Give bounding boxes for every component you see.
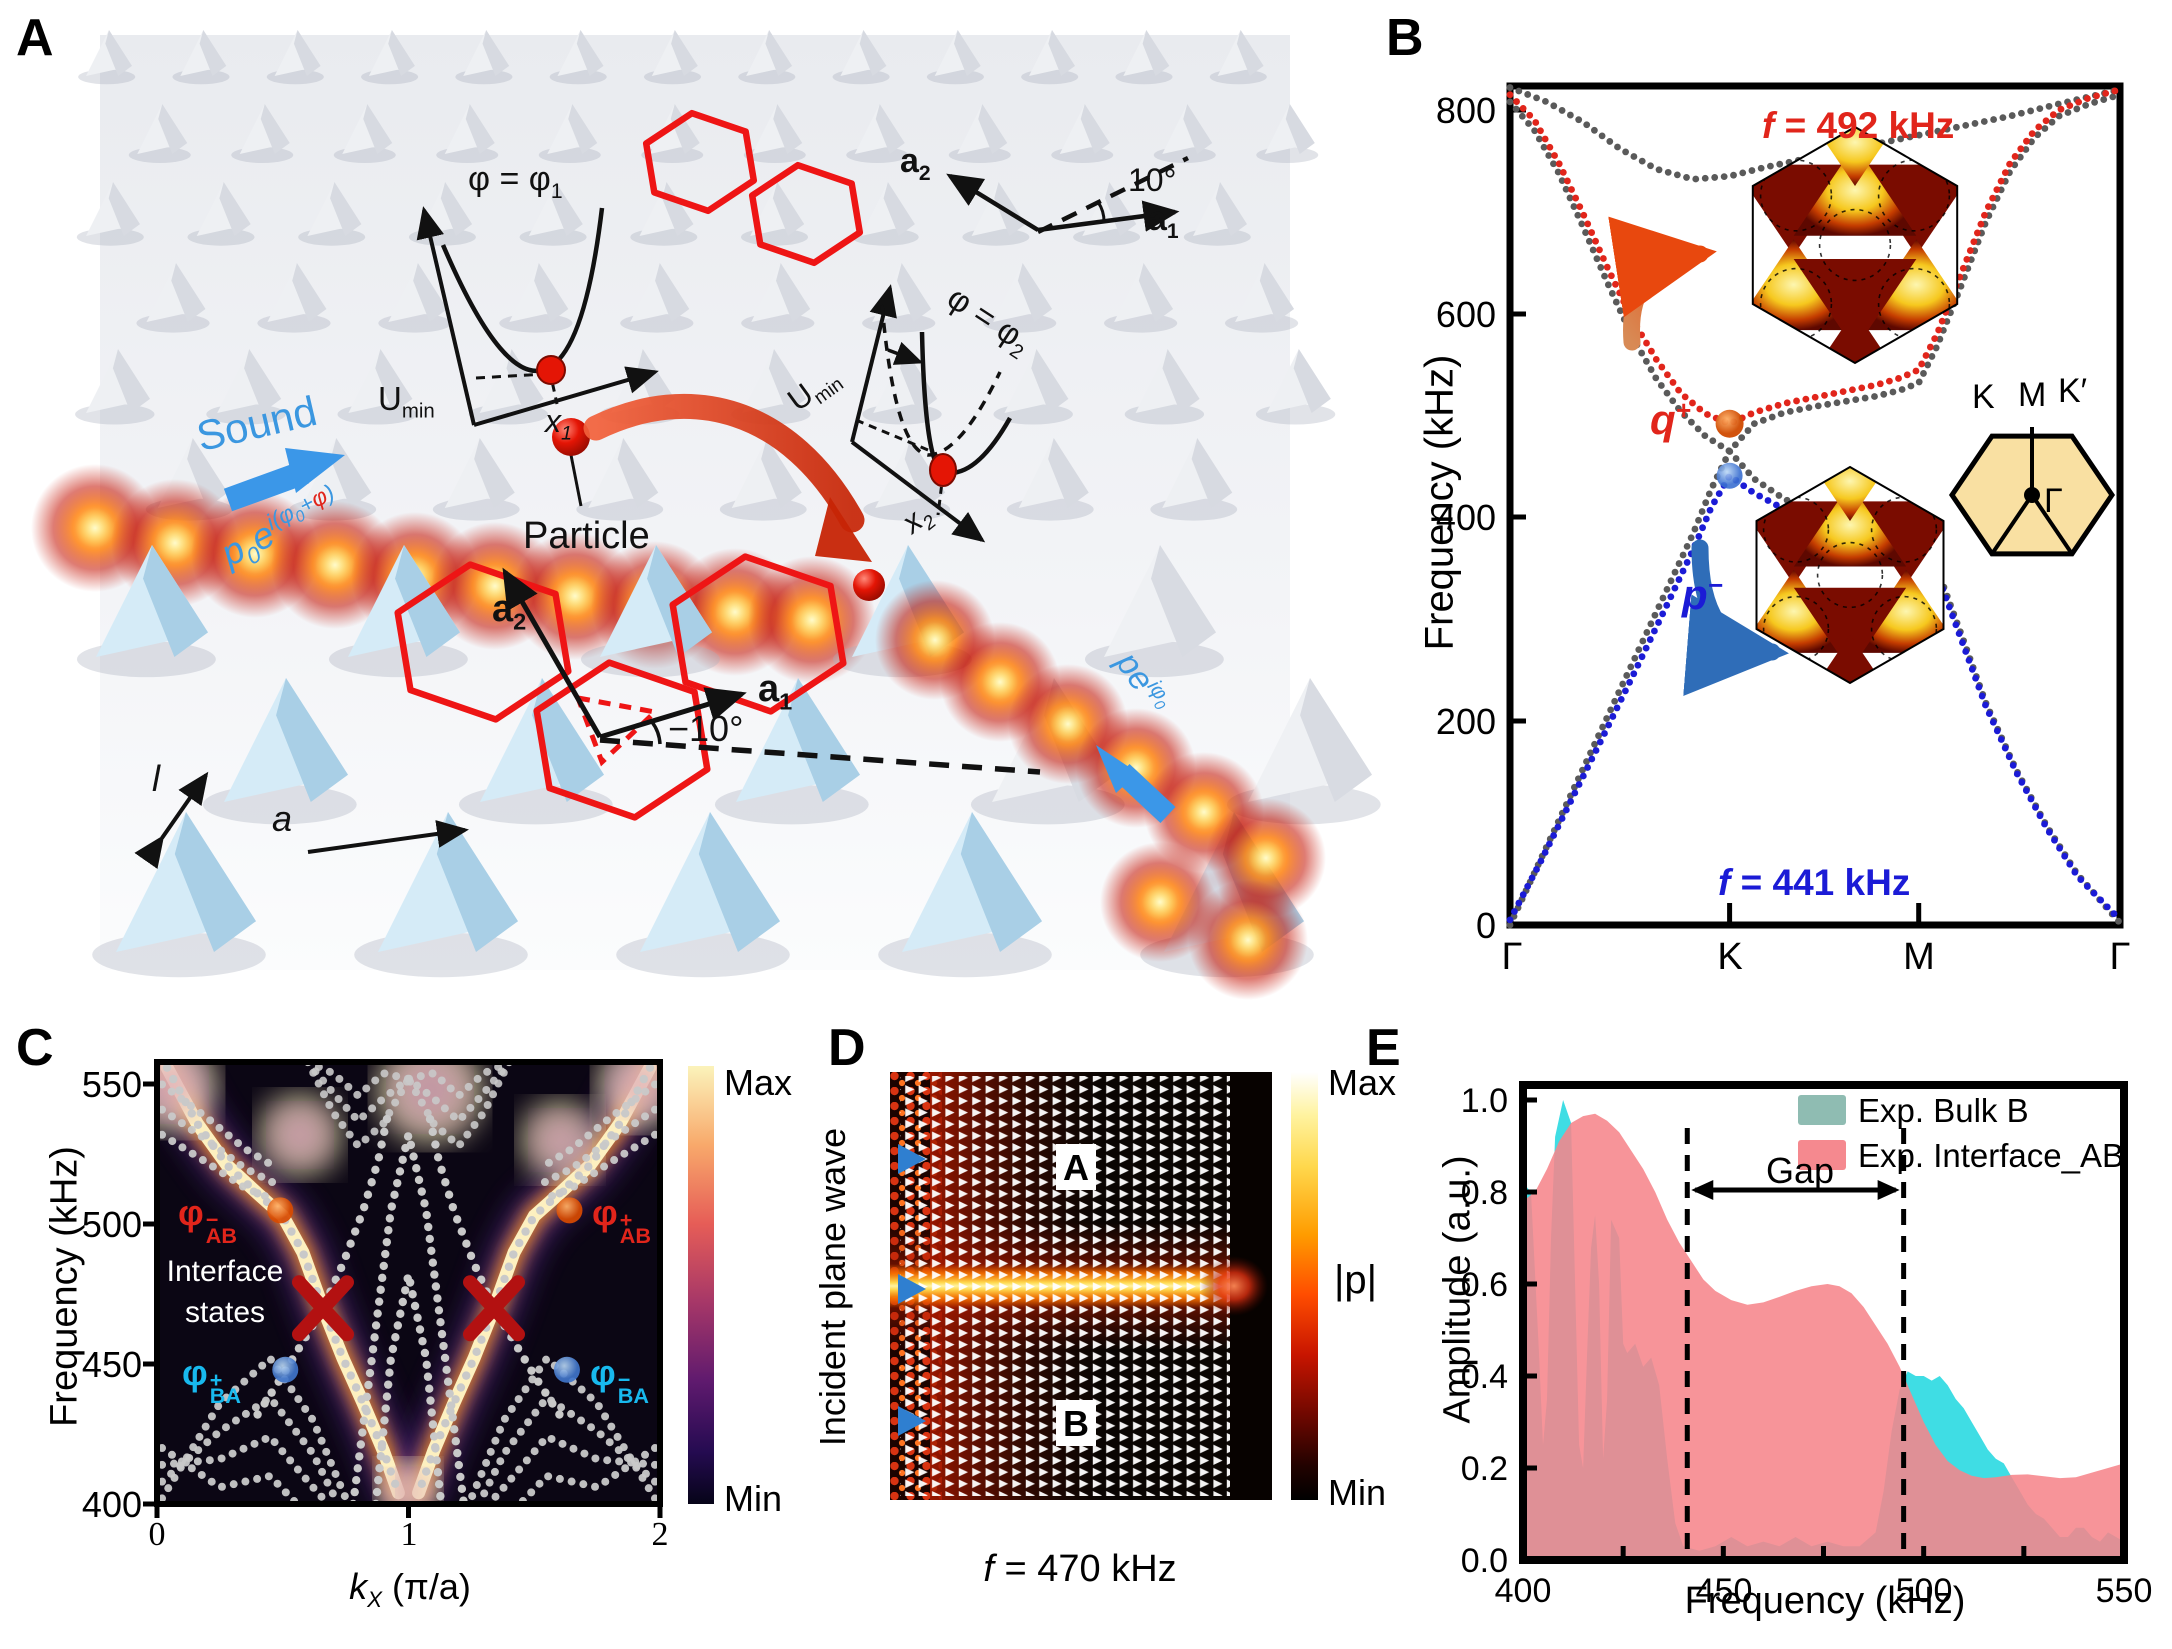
a1-vector-label-top: a1: [1148, 200, 1179, 243]
a-label: a: [272, 798, 293, 839]
d-region-b-label: B: [1063, 1403, 1089, 1444]
c-ytick-400: 400: [81, 1484, 142, 1525]
bz-gamma-label: Γ: [2044, 482, 2063, 520]
d-colorbar: [1291, 1072, 1318, 1500]
c-interface-states-label: Interface states: [166, 1255, 284, 1329]
e-legend-interface-label: Exp. Interface_AB: [1858, 1137, 2124, 1174]
panel-c-xlabel: kX (π/a): [349, 1566, 471, 1613]
e-legend-swatch-bulk: [1798, 1095, 1846, 1125]
c-phiBA-plus-label: φ + BA: [182, 1352, 241, 1408]
e-ytick-06: 0.6: [1460, 1266, 1508, 1304]
e-legend-bulk-label: Exp. Bulk B: [1858, 1092, 2029, 1129]
c-ytick-500: 500: [81, 1204, 142, 1245]
e-xtick-450: 450: [1695, 1572, 1753, 1610]
panel-e-xlabel: Frequency (kHz): [1684, 1580, 1966, 1622]
d-p-abs-label: |p|: [1334, 1258, 1378, 1302]
c-cbar-min-label: Min: [724, 1478, 783, 1519]
panel-d-field: AB: [856, 1072, 1272, 1500]
bz-m-label: M: [2018, 376, 2047, 414]
plus10deg-label: 10°: [1128, 162, 1177, 198]
c-phiBA-minus-label: φ − BA: [590, 1352, 649, 1408]
a2-vector-label-top: a2: [900, 142, 931, 185]
b-ytick-800: 800: [1435, 90, 1496, 131]
c-xtick-1: 1: [400, 1516, 418, 1553]
a2-vector-label: a2: [492, 588, 527, 635]
panel-b-letter: B: [1386, 9, 1424, 67]
b-xtick-gamma2: Γ: [2109, 936, 2131, 978]
b-ytick-400: 400: [1435, 497, 1496, 538]
b-qplus-label: q+: [1650, 395, 1691, 443]
e-xtick-500: 500: [1895, 1572, 1953, 1610]
panel-a-scene: [31, 30, 1381, 1000]
e-ytick-10: 1.0: [1460, 1082, 1508, 1120]
b-xtick-gamma1: Γ: [1501, 936, 1523, 978]
c-xtick-2: 2: [651, 1516, 669, 1553]
phi1-label: φ = φ1: [468, 160, 563, 203]
panel-c-ylabel: Frequency (kHz): [43, 1146, 86, 1427]
b-ytick-0: 0: [1475, 905, 1496, 946]
x1-label: x1: [545, 403, 573, 445]
a1-vector-label: a1: [758, 668, 793, 715]
bz-kprime-label: K′: [2058, 372, 2088, 410]
e-ytick-08: 0.8: [1460, 1174, 1508, 1212]
panel-c-chart: [143, 1059, 714, 1518]
b-xtick-k: K: [1717, 936, 1743, 978]
e-legend-swatch-interface: [1798, 1140, 1846, 1170]
b-ytick-600: 600: [1435, 294, 1496, 335]
panel-d-letter: D: [828, 1019, 866, 1077]
e-ytick-04: 0.4: [1460, 1358, 1508, 1396]
e-xtick-550: 550: [2095, 1572, 2153, 1610]
b-f492-label: f = 492 kHz: [1762, 105, 1955, 146]
c-phiAB-plus-label: φ + AB: [592, 1192, 651, 1248]
e-xtick-400: 400: [1494, 1572, 1552, 1610]
panel-d-caption: f = 470 kHz: [983, 1548, 1177, 1590]
c-ytick-550: 550: [81, 1064, 142, 1105]
bz-k-label: K: [1972, 378, 1995, 416]
b-ytick-200: 200: [1435, 701, 1496, 742]
e-gap-label: Gap: [1766, 1150, 1835, 1191]
c-cbar-max-label: Max: [724, 1062, 793, 1103]
panel-a-letter: A: [16, 9, 54, 67]
e-ytick-02: 0.2: [1460, 1450, 1508, 1488]
d-cbar-min-label: Min: [1328, 1472, 1387, 1513]
minus10deg-label: −10°: [668, 708, 744, 749]
panel-e-letter: E: [1366, 1019, 1401, 1077]
c-ytick-450: 450: [81, 1344, 142, 1385]
panel-b-chart: [1506, 82, 2124, 929]
e-ytick-00: 0.0: [1460, 1542, 1508, 1580]
c-phiAB-minus-label: φ − AB: [178, 1192, 237, 1248]
panel-d-side-label: Incident plane wave: [812, 1127, 853, 1447]
c-xtick-0: 0: [148, 1516, 166, 1553]
b-xtick-m: M: [1903, 936, 1935, 978]
l-label: l: [152, 758, 160, 799]
d-region-a-label: A: [1063, 1147, 1089, 1188]
umin1-label: Umin: [378, 380, 435, 423]
panel-e-chart: [1519, 1081, 2128, 1564]
b-pminus-label: p−: [1682, 570, 1723, 618]
panel-c-letter: C: [16, 1019, 54, 1077]
d-cbar-max-label: Max: [1328, 1062, 1397, 1103]
particle-label: Particle: [523, 515, 650, 557]
b-f441-label: f = 441 kHz: [1718, 862, 1911, 903]
